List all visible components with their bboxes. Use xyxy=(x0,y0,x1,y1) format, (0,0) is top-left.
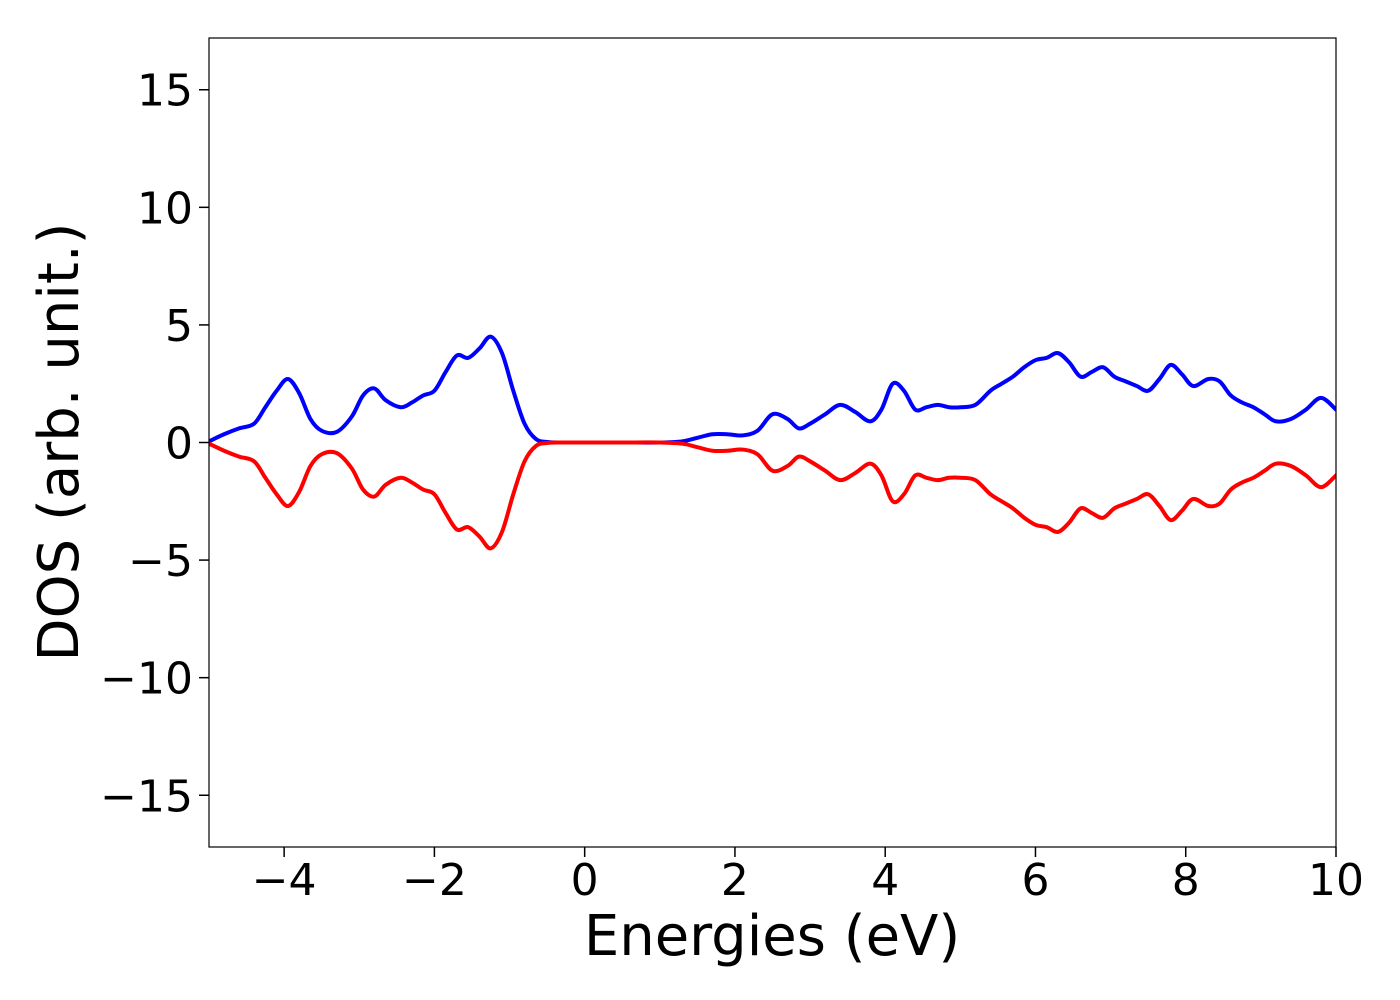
y-tick-label: −10 xyxy=(100,654,193,705)
x-tick-label: 2 xyxy=(721,855,749,906)
y-tick-label: −15 xyxy=(100,771,193,822)
series-line-2 xyxy=(209,440,1336,551)
x-tick-label: 10 xyxy=(1308,855,1364,906)
x-axis-ticks: −4 −2 0 2 4 6 8 10 xyxy=(252,847,1364,906)
x-tick-label: 4 xyxy=(871,855,899,906)
series-line-1 xyxy=(209,334,1336,445)
x-tick-label: −4 xyxy=(252,855,317,906)
x-axis-title: Energies (eV) xyxy=(584,904,960,969)
x-tick-label: −2 xyxy=(402,855,467,906)
y-tick-label: −5 xyxy=(128,536,193,587)
y-tick-label: 10 xyxy=(137,183,193,234)
y-axis-title: DOS (arb. unit.) xyxy=(27,222,92,661)
plot-frame xyxy=(208,37,1337,848)
series-layer xyxy=(209,334,1336,551)
x-tick-label: 8 xyxy=(1172,855,1200,906)
y-tick-label: 0 xyxy=(165,419,193,470)
y-tick-label: 15 xyxy=(137,66,193,117)
x-tick-label: 0 xyxy=(571,855,599,906)
y-axis-ticks: 15 10 5 0 −5 −10 −15 xyxy=(100,66,209,822)
x-tick-label: 6 xyxy=(1021,855,1049,906)
y-tick-label: 5 xyxy=(165,301,193,352)
